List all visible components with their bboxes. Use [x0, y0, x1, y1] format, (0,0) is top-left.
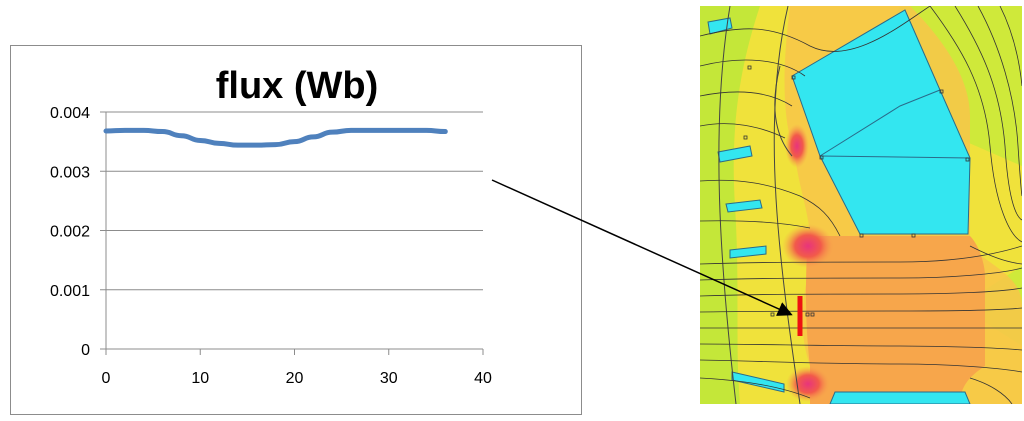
- coil-upper: [791, 9, 971, 235]
- x-tick-label: 0: [102, 370, 111, 387]
- rotor-slot-5: [731, 371, 785, 393]
- hotspot-left: [785, 124, 809, 168]
- series-lines: [103, 127, 448, 148]
- mesh-nodes: [743, 65, 970, 317]
- grid-lines: [106, 111, 483, 291]
- x-tick-label: 10: [191, 370, 209, 387]
- chart-title: flux (Wb): [216, 65, 379, 107]
- coil-upper-divider-2: [819, 155, 971, 159]
- coil-lower: [829, 391, 971, 404]
- y-tick-label: 0.004: [50, 105, 90, 122]
- tooth-region: [805, 236, 985, 404]
- y-tick-label: 0.003: [50, 164, 90, 181]
- fem-field-plot: [700, 6, 1022, 404]
- hotspot-upper: [782, 224, 834, 268]
- fem-field-svg: [700, 6, 1022, 404]
- series-line: [103, 127, 448, 148]
- y-tick-label: 0: [81, 342, 90, 359]
- y-tick-label: 0.001: [50, 283, 90, 300]
- x-tick-labels: 0 10 20 30 40: [102, 370, 492, 387]
- y-tick-labels: 0 0.001 0.002 0.003 0.004: [50, 105, 90, 359]
- rotor-slot-1: [707, 17, 733, 35]
- axes: [100, 111, 484, 355]
- coil-upper-divider: [819, 89, 941, 157]
- x-tick-label: 20: [286, 370, 304, 387]
- slot-opening-arc: [774, 65, 793, 157]
- hotspot-lower: [786, 366, 830, 402]
- chart-panel: flux (Wb) 0 0.001 0.002 0.003 0.004 0 10 20 30 4…: [10, 45, 582, 415]
- flux-chart: flux (Wb) 0 0.001 0.002 0.003 0.004 0 10 20 30 4…: [50, 65, 492, 387]
- x-tick-label: 40: [474, 370, 492, 387]
- x-tick-label: 30: [380, 370, 398, 387]
- y-tick-label: 0.002: [50, 224, 90, 241]
